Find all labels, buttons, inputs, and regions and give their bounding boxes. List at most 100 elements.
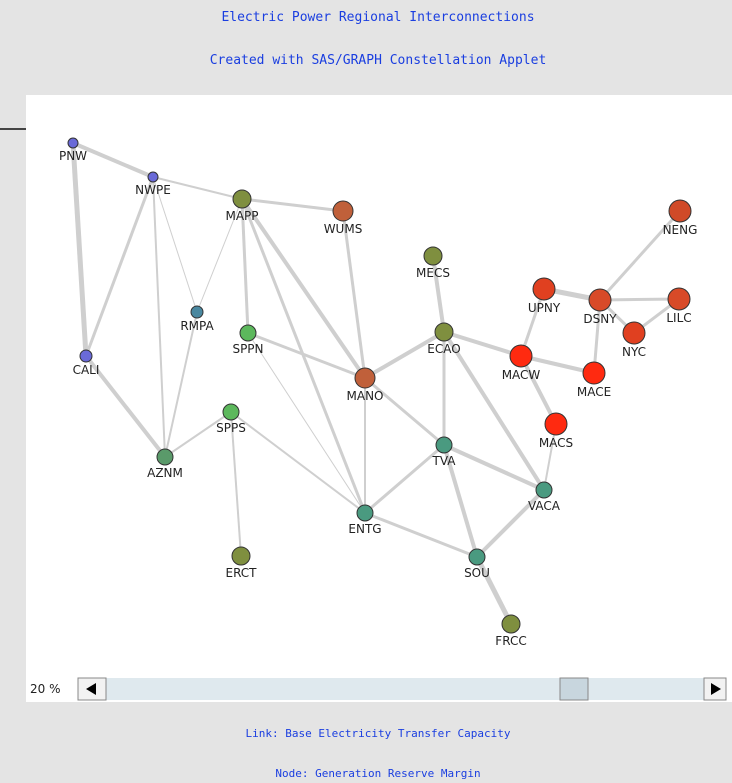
link <box>152 176 243 200</box>
link <box>520 354 595 375</box>
node-label: AZNM <box>147 466 183 480</box>
link <box>443 330 522 358</box>
node <box>232 189 252 209</box>
node-label: VACA <box>528 499 561 513</box>
node <box>190 305 204 319</box>
node <box>423 246 443 266</box>
title: Electric Power Regional Interconnections <box>221 10 534 25</box>
node-label: SOU <box>464 566 490 580</box>
link <box>341 210 367 379</box>
links <box>70 141 682 626</box>
link <box>164 411 232 458</box>
link <box>164 311 198 458</box>
link <box>152 176 198 313</box>
node-label: UPNY <box>528 301 561 315</box>
node-label: MACE <box>577 385 611 399</box>
node-label: NYC <box>622 345 646 359</box>
node <box>582 361 606 385</box>
link <box>431 255 446 333</box>
node-label: LILC <box>666 311 691 325</box>
link <box>84 354 167 459</box>
node <box>79 349 93 363</box>
link <box>72 141 154 179</box>
node-label: NENG <box>663 223 698 237</box>
node-label: RMPA <box>180 319 214 333</box>
node-label: ENTG <box>348 522 381 536</box>
node-legend: Node: Generation Reserve Margin <box>275 767 480 780</box>
node-label: CALI <box>73 363 100 377</box>
link <box>240 198 367 514</box>
node-label: SPPS <box>216 421 246 435</box>
link <box>84 176 155 357</box>
node-label: MACS <box>539 436 573 450</box>
link <box>443 443 545 492</box>
node-label: PNW <box>59 149 87 163</box>
node-label: SPPN <box>232 342 263 356</box>
link <box>247 332 366 514</box>
link <box>442 444 479 558</box>
link <box>364 376 445 447</box>
node <box>532 277 556 301</box>
node <box>468 548 486 566</box>
link <box>152 176 166 458</box>
zoom-label: 20 % <box>30 682 61 696</box>
node <box>147 171 159 183</box>
link <box>247 331 366 380</box>
node-label: ECAO <box>427 342 460 356</box>
node <box>667 287 691 311</box>
link-legend: Link: Base Electricity Transfer Capacity <box>246 727 511 740</box>
link <box>475 488 546 559</box>
link <box>598 209 682 302</box>
node <box>231 546 251 566</box>
arrow-right <box>711 683 721 695</box>
node <box>239 324 257 342</box>
nodes: PNW NWPE MAPP WUMS MECS RMPA SPPN CALI MANO ECAO S… <box>59 137 698 648</box>
node <box>67 137 79 149</box>
node-label: MACW <box>502 368 541 382</box>
link <box>363 330 446 380</box>
node-label: FRCC <box>495 634 526 648</box>
link <box>364 443 445 515</box>
link <box>474 555 514 626</box>
node-label: WUMS <box>324 222 363 236</box>
node <box>588 288 612 312</box>
node <box>535 481 553 499</box>
link <box>592 299 602 374</box>
link <box>240 198 250 334</box>
node-label: ERCT <box>225 566 257 580</box>
link <box>230 411 366 514</box>
link <box>240 197 367 380</box>
link <box>599 297 680 302</box>
node <box>354 367 376 389</box>
link <box>196 198 243 313</box>
node-label: MAPP <box>225 209 258 223</box>
node <box>435 436 453 454</box>
node <box>434 322 454 342</box>
link <box>70 142 89 357</box>
node <box>509 344 533 368</box>
node <box>544 412 568 436</box>
node <box>501 614 521 634</box>
link <box>519 355 558 425</box>
node-label: TVA <box>432 454 457 468</box>
node <box>222 403 240 421</box>
node-label: DSNY <box>583 312 617 326</box>
node-label: MANO <box>347 389 384 403</box>
link <box>364 511 478 559</box>
node <box>668 199 692 223</box>
node <box>622 321 646 345</box>
scroll-track[interactable] <box>106 678 704 700</box>
link <box>230 411 242 557</box>
link <box>519 288 546 357</box>
node <box>156 448 174 466</box>
link <box>442 330 546 492</box>
graph-panel <box>26 95 732 702</box>
subtitle: Created with SAS/GRAPH Constellation App… <box>210 53 547 68</box>
node <box>356 504 374 522</box>
node-label: MECS <box>416 266 450 280</box>
node-label: NWPE <box>135 183 171 197</box>
scroll-thumb[interactable] <box>559 677 589 701</box>
link <box>241 197 344 213</box>
node <box>332 200 354 222</box>
